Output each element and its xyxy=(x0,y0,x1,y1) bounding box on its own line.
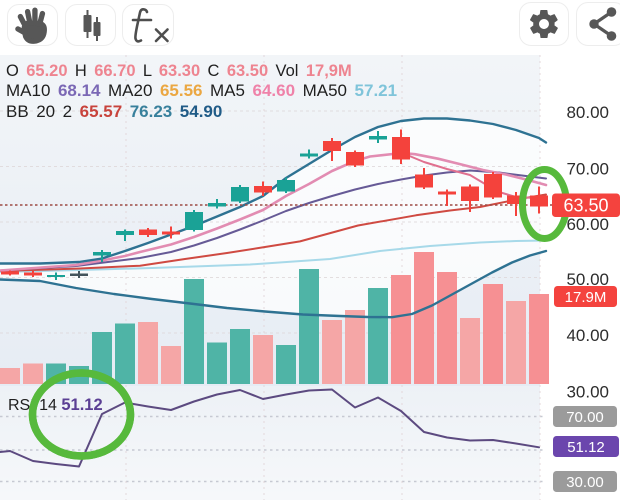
svg-text:30.00: 30.00 xyxy=(566,383,609,402)
svg-text:30.00: 30.00 xyxy=(566,474,604,491)
svg-text:63.50: 63.50 xyxy=(563,196,608,216)
svg-text:17.9M: 17.9M xyxy=(565,289,607,306)
svg-text:70.00: 70.00 xyxy=(566,409,604,426)
svg-text:60.00: 60.00 xyxy=(566,215,609,234)
svg-text:70.00: 70.00 xyxy=(566,160,609,179)
svg-text:51.12: 51.12 xyxy=(567,439,605,456)
svg-text:40.00: 40.00 xyxy=(566,326,609,345)
svg-text:80.00: 80.00 xyxy=(566,103,609,122)
svg-text:50.00: 50.00 xyxy=(566,270,609,289)
